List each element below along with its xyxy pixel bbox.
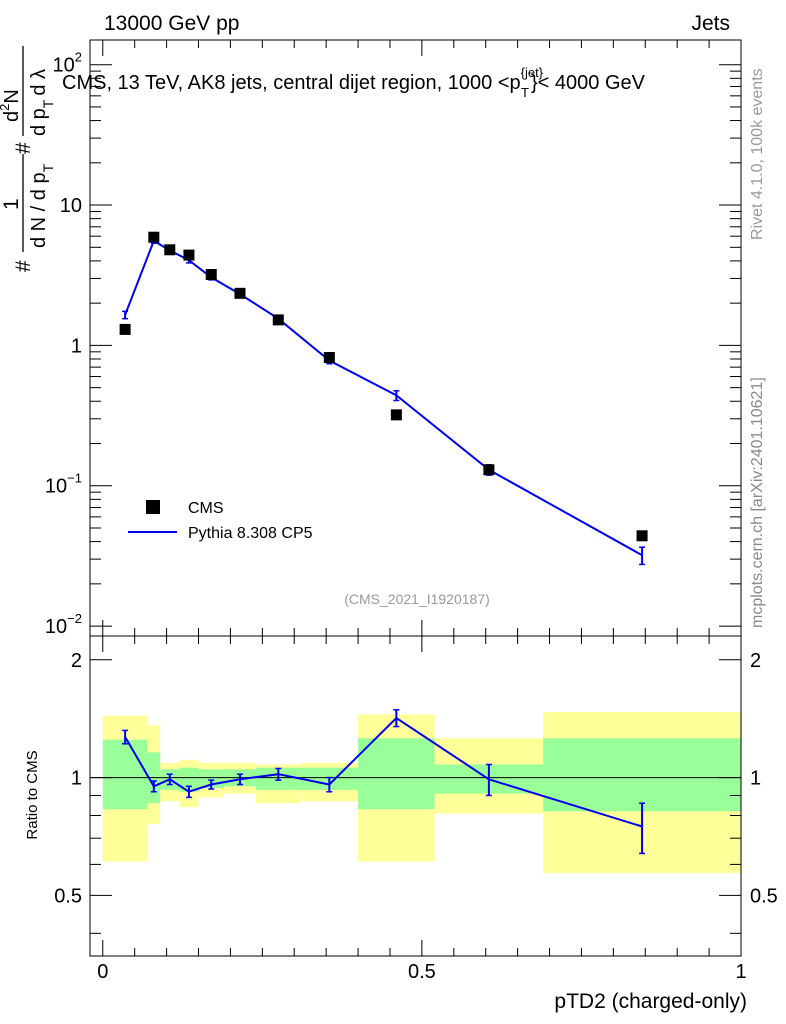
cms-data-point [234,287,246,299]
y-label-hash-2: # [12,142,35,154]
main-y-tick-labels: 102 10 1 10−1 10−2 [45,50,82,638]
legend-cms-label: CMS [188,500,224,517]
ratio-y-tick-label-right: 0.5 [750,885,778,907]
ratio-inner-band [358,738,435,810]
cms-data-point [636,530,648,542]
ratio-axis-ticks [90,636,742,956]
cms-data-point [183,249,195,261]
main-y-tick-label: 10−1 [45,471,82,498]
ratio-y-axis-label: Ratio to CMS [24,750,41,839]
legend-pythia-label: Pythia 8.308 CP5 [188,525,313,542]
cms-data-point [205,269,217,281]
cms-data-point [272,314,284,326]
cms-data-point [323,351,335,363]
ratio-y-tick-label-left: 2 [71,650,82,672]
ratio-uncertainty-bands [90,712,741,874]
cms-data-point [390,409,402,421]
analysis-watermark: (CMS_2021_I1920187) [344,591,490,607]
legend: CMS Pythia 8.308 CP5 [128,500,313,542]
ratio-x-tick-label: 0 [97,961,108,983]
main-axis-ticks [90,40,742,636]
ratio-plot-panel: 2 21 10.5 0.5 0 0.5 1 Ratio to CMS pTD2 (char… [24,635,778,1013]
y-label-numerator-denominator: d pTd λ [28,69,56,136]
ratio-x-tick-label: 1 [735,961,746,983]
ratio-plot-frame [89,635,742,957]
ratio-x-tick-labels: 0 0.5 1 [97,961,746,983]
cms-data-point [164,244,176,256]
header-left-label: 13000 GeV pp [104,12,239,35]
y-label-numerator: d2N [0,89,23,122]
ratio-y-tick-labels: 2 2 1 1 0.5 0.5 [54,650,778,908]
ratio-inner-band [102,739,148,810]
header-right-label: Jets [691,12,730,35]
ratio-data-layer [122,709,646,855]
ratio-y-tick-label-left: 1 [71,768,82,790]
cms-data-point [483,464,495,476]
main-y-tick-label: 1 [71,335,82,357]
y-label-one: 1 [0,198,23,210]
y-label-denominator: d N / d pT [28,163,56,248]
cms-data-point [148,231,160,243]
ratio-inner-band [179,767,199,792]
main-y-tick-label: 102 [53,50,82,77]
main-data-layer [119,231,648,566]
y-label-hash-1: # [12,260,35,272]
main-y-tick-label: 10 [60,195,82,217]
ratio-x-tick-label: 0.5 [408,961,436,983]
ratio-y-tick-label-right: 2 [750,650,761,672]
ratio-y-tick-label-left: 0.5 [54,885,82,907]
cms-data-point [119,323,131,335]
main-y-axis-label: # 1 d N / d pT # d2N d pTd λ [0,46,56,272]
x-axis-label: pTD2 (charged-only) [554,990,747,1013]
ratio-inner-band [543,738,741,812]
plot-title: CMS, 13 TeV, AK8 jets, central dijet reg… [62,65,646,100]
main-y-tick-label: 10−2 [45,611,82,638]
mcplots-source-label: mcplots.cern.ch [arXiv:2401.10621] [749,377,766,628]
ratio-y-tick-label-right: 1 [750,768,761,790]
rivet-version-label: Rivet 4.1.0, 100k events [749,68,766,240]
main-plot-panel: 102 10 1 10−1 10−2 CMS, 13 TeV, AK8 jets, ce… [0,39,742,638]
legend-cms-marker [146,500,160,514]
